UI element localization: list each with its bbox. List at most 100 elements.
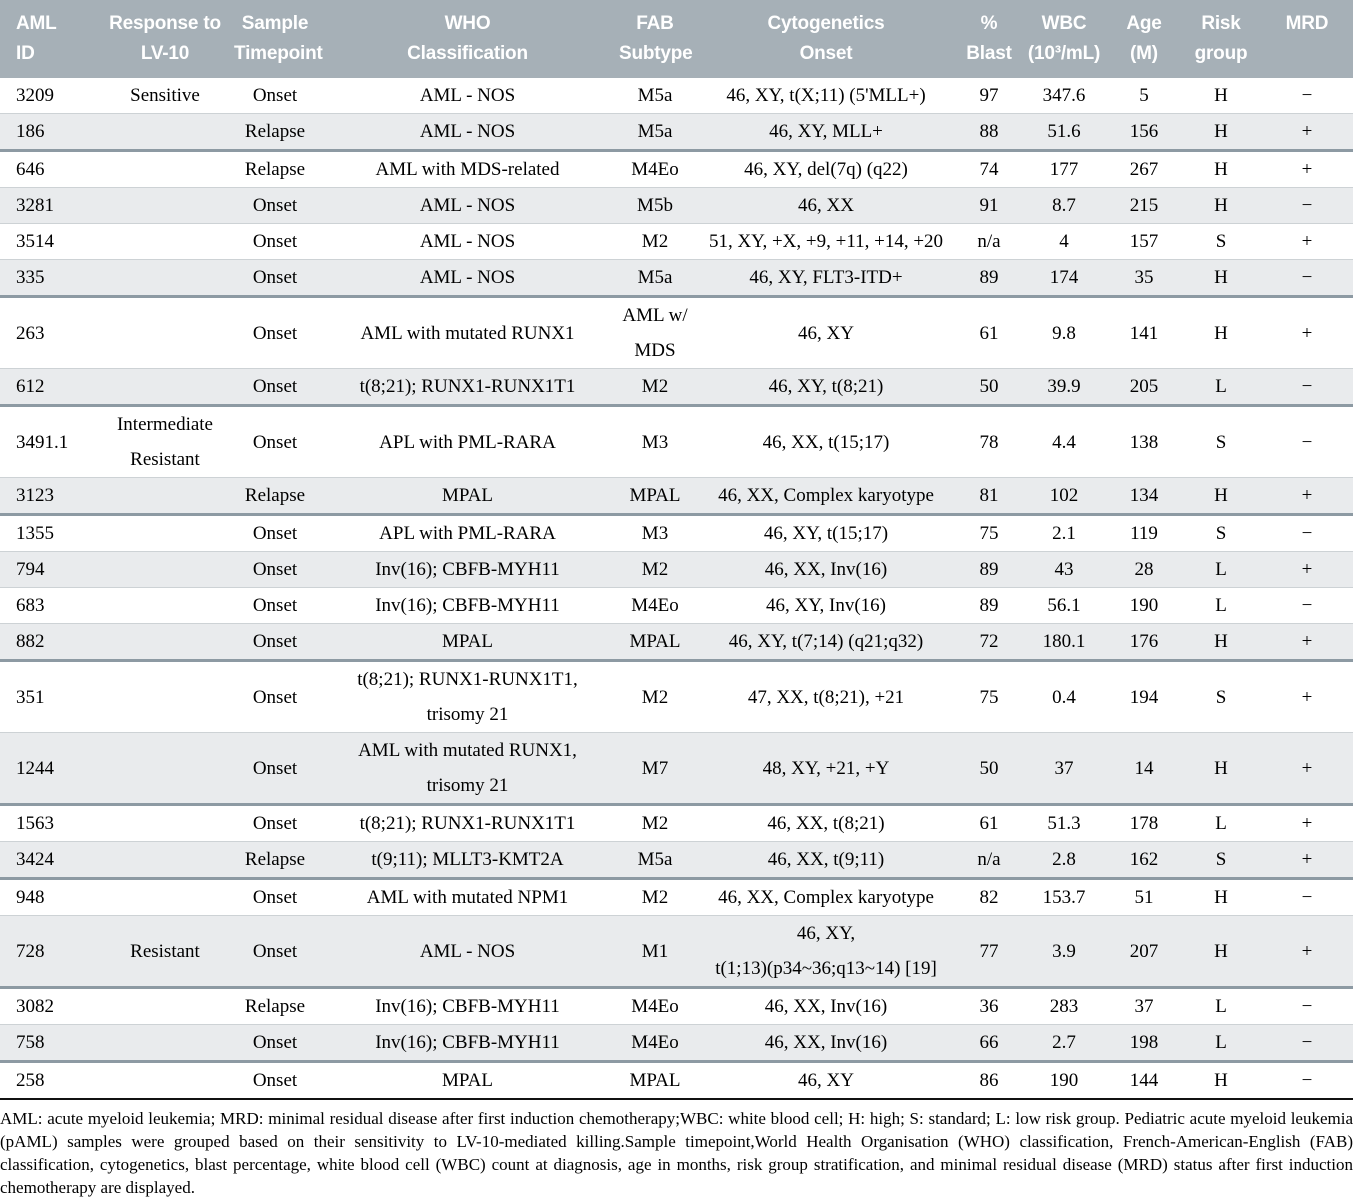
cell-blast-pct: 82 <box>957 878 1021 916</box>
cell-age: 37 <box>1107 987 1181 1025</box>
cell-who-classification: Inv(16); CBFB-MYH11 <box>320 551 615 588</box>
cell-mrd: + <box>1261 150 1353 188</box>
cell-blast-pct: 50 <box>957 732 1021 806</box>
cell-age: 194 <box>1107 660 1181 733</box>
cell-mrd: − <box>1261 187 1353 224</box>
cell-age: 207 <box>1107 915 1181 989</box>
cell-blast-pct: 77 <box>957 915 1021 989</box>
cell-cytogenetics: 46, XX, Inv(16) <box>695 1024 957 1063</box>
cell-mrd: − <box>1261 514 1353 552</box>
cell-response <box>100 259 230 298</box>
cell-timepoint: Onset <box>230 405 320 478</box>
cell-timepoint: Onset <box>230 78 320 114</box>
aml-sample-table: AML ID Response to LV-10 Sample Timepoin… <box>0 0 1353 1100</box>
cell-fab-subtype: M2 <box>615 804 695 842</box>
cell-blast-pct: n/a <box>957 841 1021 880</box>
cell-who-classification: Inv(16); CBFB-MYH11 <box>320 587 615 624</box>
cell-fab-subtype: M5a <box>615 113 695 152</box>
cell-mrd: − <box>1261 259 1353 298</box>
table-row: 186 Relapse AML - NOS M5a 46, XY, MLL+ 8… <box>0 113 1353 152</box>
cell-blast-pct: 89 <box>957 587 1021 624</box>
cell-who-classification: AML - NOS <box>320 78 615 114</box>
table-footnote: AML: acute myeloid leukemia; MRD: minima… <box>0 1109 1353 1197</box>
cell-age: 157 <box>1107 223 1181 260</box>
cell-aml-id: 1244 <box>0 732 100 806</box>
cell-timepoint: Onset <box>230 259 320 298</box>
column-header-cytogenetics: Cytogenetics Onset <box>695 0 957 78</box>
cell-response <box>100 841 230 880</box>
cell-aml-id: 3082 <box>0 987 100 1025</box>
cell-wbc: 43 <box>1021 551 1107 588</box>
cell-cytogenetics: 47, XX, t(8;21), +21 <box>695 660 957 733</box>
cell-cytogenetics: 48, XY, +21, +Y <box>695 732 957 806</box>
cell-cytogenetics: 51, XY, +X, +9, +11, +14, +20 <box>695 223 957 260</box>
table-header: AML ID Response to LV-10 Sample Timepoin… <box>0 0 1353 78</box>
cell-fab-subtype: AML w/ MDS <box>615 296 695 369</box>
cell-fab-subtype: M7 <box>615 732 695 806</box>
cell-age: 138 <box>1107 405 1181 478</box>
cell-who-classification: AML with MDS-related <box>320 150 615 188</box>
cell-mrd: − <box>1261 405 1353 478</box>
cell-aml-id: 794 <box>0 551 100 588</box>
cell-age: 14 <box>1107 732 1181 806</box>
cell-response <box>100 113 230 152</box>
cell-mrd: − <box>1261 368 1353 407</box>
cell-who-classification: AML with mutated RUNX1, trisomy 21 <box>320 732 615 806</box>
table-row: 335 Onset AML - NOS M5a 46, XY, FLT3-ITD… <box>0 259 1353 298</box>
cell-age: 267 <box>1107 150 1181 188</box>
cell-cytogenetics: 46, XY, FLT3-ITD+ <box>695 259 957 298</box>
cell-fab-subtype: M2 <box>615 223 695 260</box>
cell-fab-subtype: MPAL <box>615 477 695 516</box>
cell-response <box>100 551 230 588</box>
cell-timepoint: Onset <box>230 551 320 588</box>
cell-cytogenetics: 46, XY <box>695 1061 957 1100</box>
cell-mrd: + <box>1261 551 1353 588</box>
cell-wbc: 190 <box>1021 1061 1107 1100</box>
table-row: 1355 Onset APL with PML-RARA M3 46, XY, … <box>0 514 1353 552</box>
column-header-mrd: MRD <box>1261 0 1353 78</box>
cell-fab-subtype: M5b <box>615 187 695 224</box>
cell-response: Intermediate Resistant <box>100 405 230 478</box>
cell-risk-group: H <box>1181 915 1261 989</box>
table-row: 258 Onset MPAL MPAL 46, XY 86 190 144 H … <box>0 1061 1353 1100</box>
column-header-wbc: WBC (10³/mL) <box>1021 0 1107 78</box>
cell-fab-subtype: M4Eo <box>615 987 695 1025</box>
cell-mrd: + <box>1261 732 1353 806</box>
table-row: 351 Onset t(8;21); RUNX1-RUNX1T1, trisom… <box>0 660 1353 733</box>
table-row: 683 Onset Inv(16); CBFB-MYH11 M4Eo 46, X… <box>0 587 1353 624</box>
table-row: 646 Relapse AML with MDS-related M4Eo 46… <box>0 150 1353 188</box>
cell-blast-pct: 91 <box>957 187 1021 224</box>
cell-wbc: 4 <box>1021 223 1107 260</box>
cell-wbc: 180.1 <box>1021 623 1107 662</box>
column-header-who-classification: WHO Classification <box>320 0 615 78</box>
cell-cytogenetics: 46, XY, t(X;11) (5'MLL+) <box>695 78 957 114</box>
cell-cytogenetics: 46, XX, t(9;11) <box>695 841 957 880</box>
cell-aml-id: 758 <box>0 1024 100 1063</box>
cell-response <box>100 660 230 733</box>
cell-who-classification: MPAL <box>320 477 615 516</box>
cell-aml-id: 263 <box>0 296 100 369</box>
cell-risk-group: H <box>1181 623 1261 662</box>
cell-wbc: 2.1 <box>1021 514 1107 552</box>
cell-fab-subtype: M5a <box>615 259 695 298</box>
cell-age: 134 <box>1107 477 1181 516</box>
cell-response <box>100 732 230 806</box>
cell-aml-id: 351 <box>0 660 100 733</box>
cell-mrd: + <box>1261 915 1353 989</box>
table-row: 3082 Relapse Inv(16); CBFB-MYH11 M4Eo 46… <box>0 987 1353 1025</box>
cell-risk-group: H <box>1181 477 1261 516</box>
cell-wbc: 51.3 <box>1021 804 1107 842</box>
cell-fab-subtype: M2 <box>615 551 695 588</box>
cell-risk-group: L <box>1181 1024 1261 1063</box>
cell-aml-id: 3514 <box>0 223 100 260</box>
table-row: 3514 Onset AML - NOS M2 51, XY, +X, +9, … <box>0 223 1353 260</box>
cell-risk-group: S <box>1181 405 1261 478</box>
cell-fab-subtype: M2 <box>615 878 695 916</box>
table-row: 3209 Sensitive Onset AML - NOS M5a 46, X… <box>0 78 1353 114</box>
cell-wbc: 0.4 <box>1021 660 1107 733</box>
cell-wbc: 102 <box>1021 477 1107 516</box>
cell-who-classification: t(8;21); RUNX1-RUNX1T1, trisomy 21 <box>320 660 615 733</box>
cell-timepoint: Onset <box>230 368 320 407</box>
cell-cytogenetics: 46, XY, t(7;14) (q21;q32) <box>695 623 957 662</box>
cell-wbc: 4.4 <box>1021 405 1107 478</box>
